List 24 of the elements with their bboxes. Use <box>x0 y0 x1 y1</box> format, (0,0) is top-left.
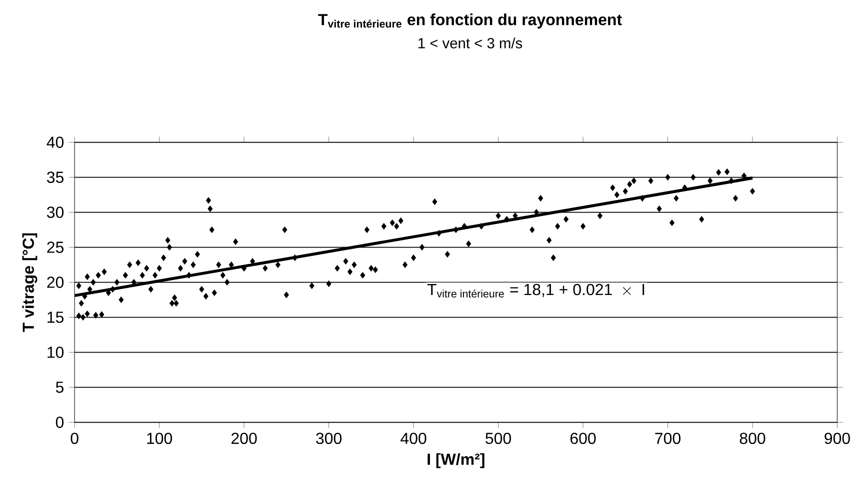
y-tick-label: 15 <box>48 312 64 323</box>
x-tick-label: 400 <box>400 432 426 444</box>
x-tick-label: 300 <box>316 432 342 444</box>
chart-title: $\textbf{T}_{\textbf{vitre intérieure}}\textbf{ en fonction du rayonnement}$ <box>318 14 622 28</box>
x-tick-label: 700 <box>655 432 680 444</box>
x-tick-label: 800 <box>740 432 766 444</box>
x-tick-label: 0 <box>70 432 78 444</box>
x-tick-label: 900 <box>824 432 850 444</box>
x-tick-label: 200 <box>232 432 257 444</box>
y-axis-title: T vitrage [°C] <box>22 233 38 332</box>
y-tick-label: 25 <box>47 242 64 253</box>
x-tick-label: 100 <box>147 432 172 444</box>
x-axis-title: I [W/m²] <box>428 453 484 468</box>
x-tick-label: 500 <box>486 432 511 444</box>
y-tick-label: 20 <box>47 276 64 288</box>
y-tick-label: 35 <box>46 172 64 183</box>
y-tick-label: 40 <box>46 136 64 148</box>
x-tick-label: 600 <box>570 432 596 444</box>
y-tick-label: 0 <box>56 416 64 428</box>
y-tick-label: 10 <box>48 346 64 358</box>
annotation: $\text{T}_{\text{vitre intérieure}}\text{ = 18,1 + 0.021 }\times\text{ I}$ <box>427 284 644 298</box>
chart-subtitle: 1 < vent < 3 m/s <box>418 38 522 48</box>
y-tick-label: 30 <box>46 206 64 218</box>
y-tick-label: 5 <box>56 382 64 393</box>
